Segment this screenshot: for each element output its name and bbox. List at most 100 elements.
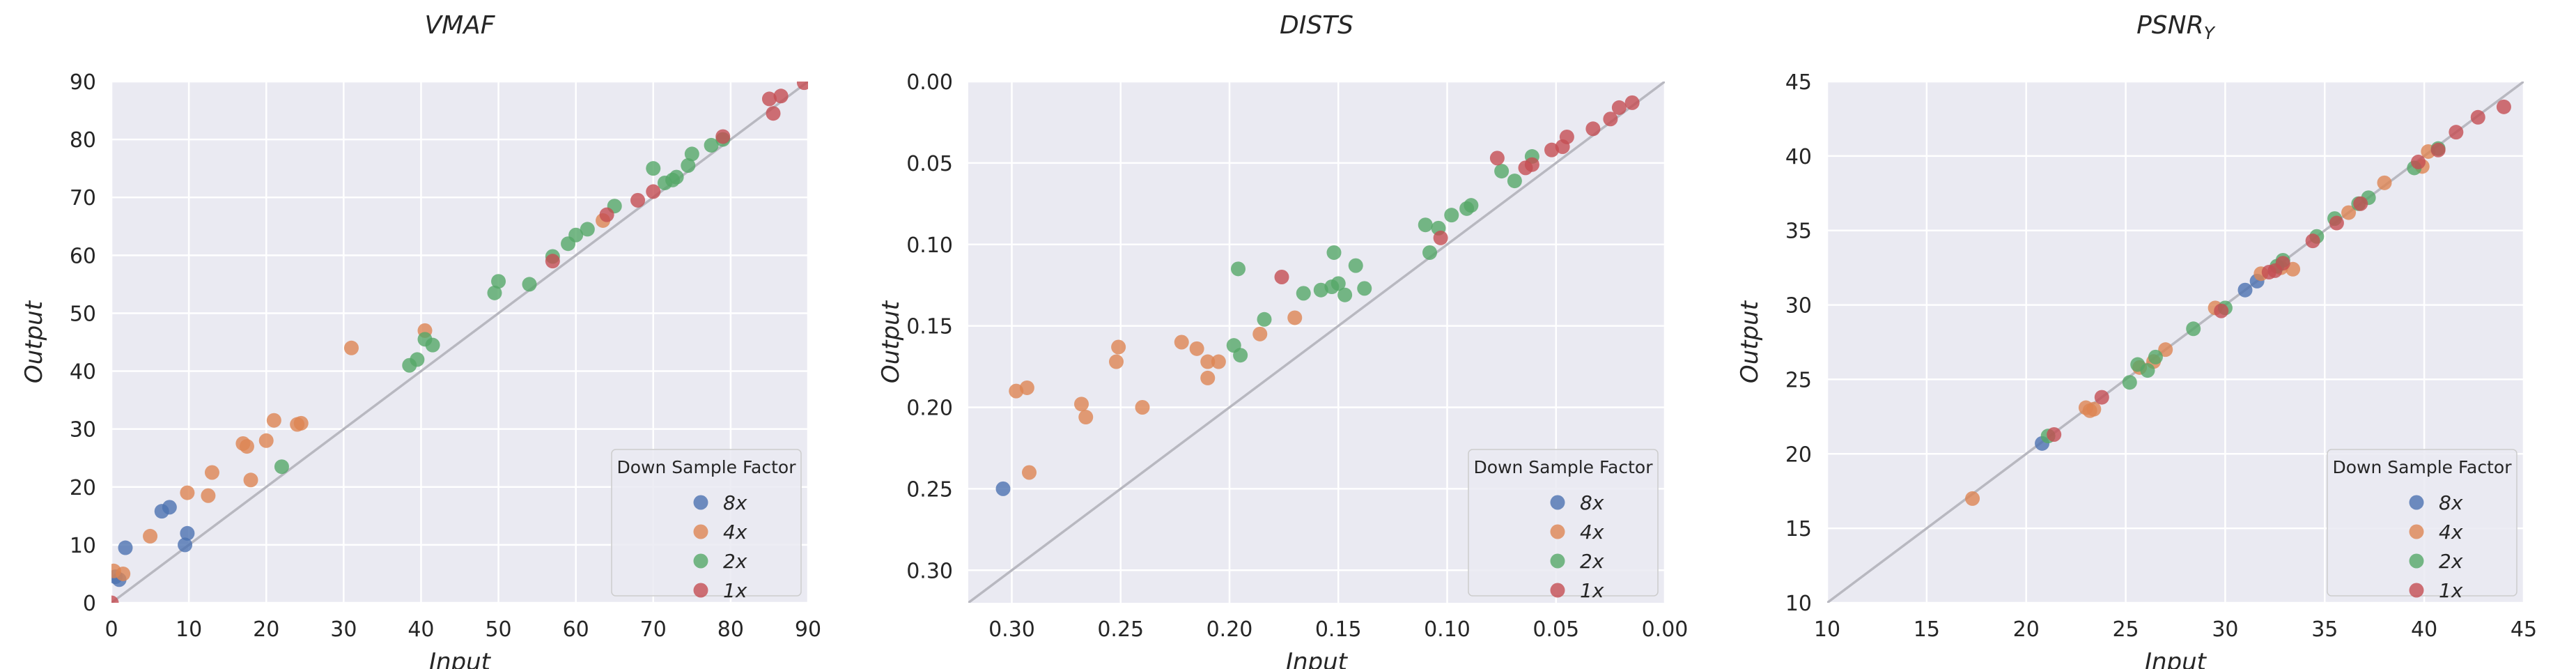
x-tick-label: 45 <box>2511 617 2537 642</box>
legend-label-4x: 4x <box>2439 521 2463 544</box>
point-1x <box>2047 427 2062 443</box>
y-tick-label: 25 <box>1785 368 1812 392</box>
y-tick-label: 30 <box>70 418 96 443</box>
point-2x <box>491 274 506 289</box>
point-4x <box>258 433 274 448</box>
point-4x <box>239 439 254 454</box>
point-2x <box>2148 349 2163 364</box>
point-2x <box>681 158 696 174</box>
x-tick-label: 70 <box>640 617 667 642</box>
legend: Down Sample Factor 8x 4x 2x 1x <box>1468 449 1659 602</box>
chart-title: VMAF <box>424 11 495 40</box>
legend-label-2x: 2x <box>723 550 747 573</box>
point-1x <box>2329 215 2344 231</box>
legend-marker-1x <box>2409 583 2424 598</box>
y-tick-label: 60 <box>70 244 96 268</box>
points-group <box>111 82 808 603</box>
chart-title: PSNRY <box>2136 11 2216 43</box>
y-tick-label: 10 <box>1785 592 1812 616</box>
legend-label-8x: 8x <box>2439 491 2463 514</box>
point-1x <box>2449 125 2464 140</box>
y-tick-label: 0.10 <box>906 233 953 258</box>
chart-title-subscript: Y <box>2204 23 2216 43</box>
y-tick-label: 15 <box>1785 517 1812 541</box>
point-2x <box>1422 245 1437 260</box>
point-8x <box>162 500 177 515</box>
point-1x <box>761 91 777 107</box>
legend-title: Down Sample Factor <box>2333 457 2513 477</box>
point-1x <box>2305 233 2320 249</box>
point-1x <box>773 89 789 104</box>
points-group <box>1965 99 2511 506</box>
y-tick-label: 50 <box>70 302 96 326</box>
point-4x <box>1211 354 1226 369</box>
y-tick-label: 0 <box>83 592 96 616</box>
point-1x <box>2353 196 2368 211</box>
point-1x <box>2275 256 2290 271</box>
point-4x <box>1022 465 1037 480</box>
point-1x <box>796 82 808 91</box>
point-2x <box>410 352 425 367</box>
point-2x <box>646 161 661 176</box>
legend-box <box>2327 449 2517 597</box>
point-2x <box>1444 208 1459 223</box>
point-8x <box>178 537 193 553</box>
point-2x <box>684 146 699 162</box>
x-tick-label: 40 <box>408 617 434 642</box>
point-1x <box>1603 112 1618 127</box>
point-4x <box>1200 354 1216 369</box>
x-axis-label: Input <box>2145 648 2208 669</box>
point-1x <box>1559 129 1574 144</box>
point-2x <box>1464 198 1479 213</box>
point-1x <box>715 129 731 144</box>
point-8x <box>118 540 133 555</box>
legend: Down Sample Factor 8x 4x 2x 1x <box>2327 449 2517 602</box>
x-tick-label: 80 <box>717 617 744 642</box>
x-tick-label: 0.15 <box>1315 617 1362 642</box>
point-4x <box>1189 341 1204 356</box>
y-tick-label: 45 <box>1785 70 1812 95</box>
x-tick-label: 10 <box>1814 617 1840 642</box>
x-tick-label: 35 <box>2311 617 2338 642</box>
legend-label-1x: 1x <box>1580 579 1604 602</box>
legend-marker-4x <box>1550 524 1565 539</box>
point-2x <box>1418 217 1433 233</box>
point-4x <box>1965 491 1980 506</box>
legend-title: Down Sample Factor <box>617 457 797 477</box>
point-2x <box>522 277 537 292</box>
point-4x <box>204 465 219 480</box>
point-4x <box>1019 380 1034 395</box>
point-4x <box>1174 334 1189 350</box>
y-axis-label: Output <box>20 300 48 383</box>
legend-label-1x: 1x <box>723 579 747 602</box>
point-1x <box>646 184 661 199</box>
point-4x <box>1078 410 1094 425</box>
point-2x <box>1357 281 1372 296</box>
point-2x <box>2186 321 2201 337</box>
y-tick-label: 70 <box>70 186 96 210</box>
legend-marker-1x <box>693 583 708 598</box>
point-8x <box>995 481 1011 496</box>
legend-marker-4x <box>2409 524 2424 539</box>
legend-marker-8x <box>693 495 708 510</box>
legend-label-4x: 4x <box>723 521 747 544</box>
legend: Down Sample Factor 8x 4x 2x 1x <box>611 449 802 602</box>
point-4x <box>266 413 281 428</box>
legend-marker-2x <box>2409 553 2424 569</box>
y-tick-label: 0.15 <box>906 315 953 339</box>
legend-title: Down Sample Factor <box>1474 457 1654 477</box>
y-tick-label: 40 <box>1785 145 1812 169</box>
chart-panel-1: 0 10 20 30 40 50 60 70 80 90 0 10 20 30 40 50 60 70 80 90 In… <box>20 11 821 669</box>
point-4x <box>2377 175 2392 190</box>
x-tick-label: 0.10 <box>1424 617 1471 642</box>
y-tick-label: 0.20 <box>906 397 953 421</box>
y-tick-label: 10 <box>70 534 96 558</box>
point-2x <box>1231 261 1246 277</box>
point-2x <box>1494 164 1510 179</box>
point-4x <box>1252 326 1268 341</box>
point-1x <box>630 192 646 208</box>
point-1x <box>2430 142 2446 157</box>
point-8x <box>2237 282 2253 298</box>
chart-title: DISTS <box>1280 11 1353 40</box>
